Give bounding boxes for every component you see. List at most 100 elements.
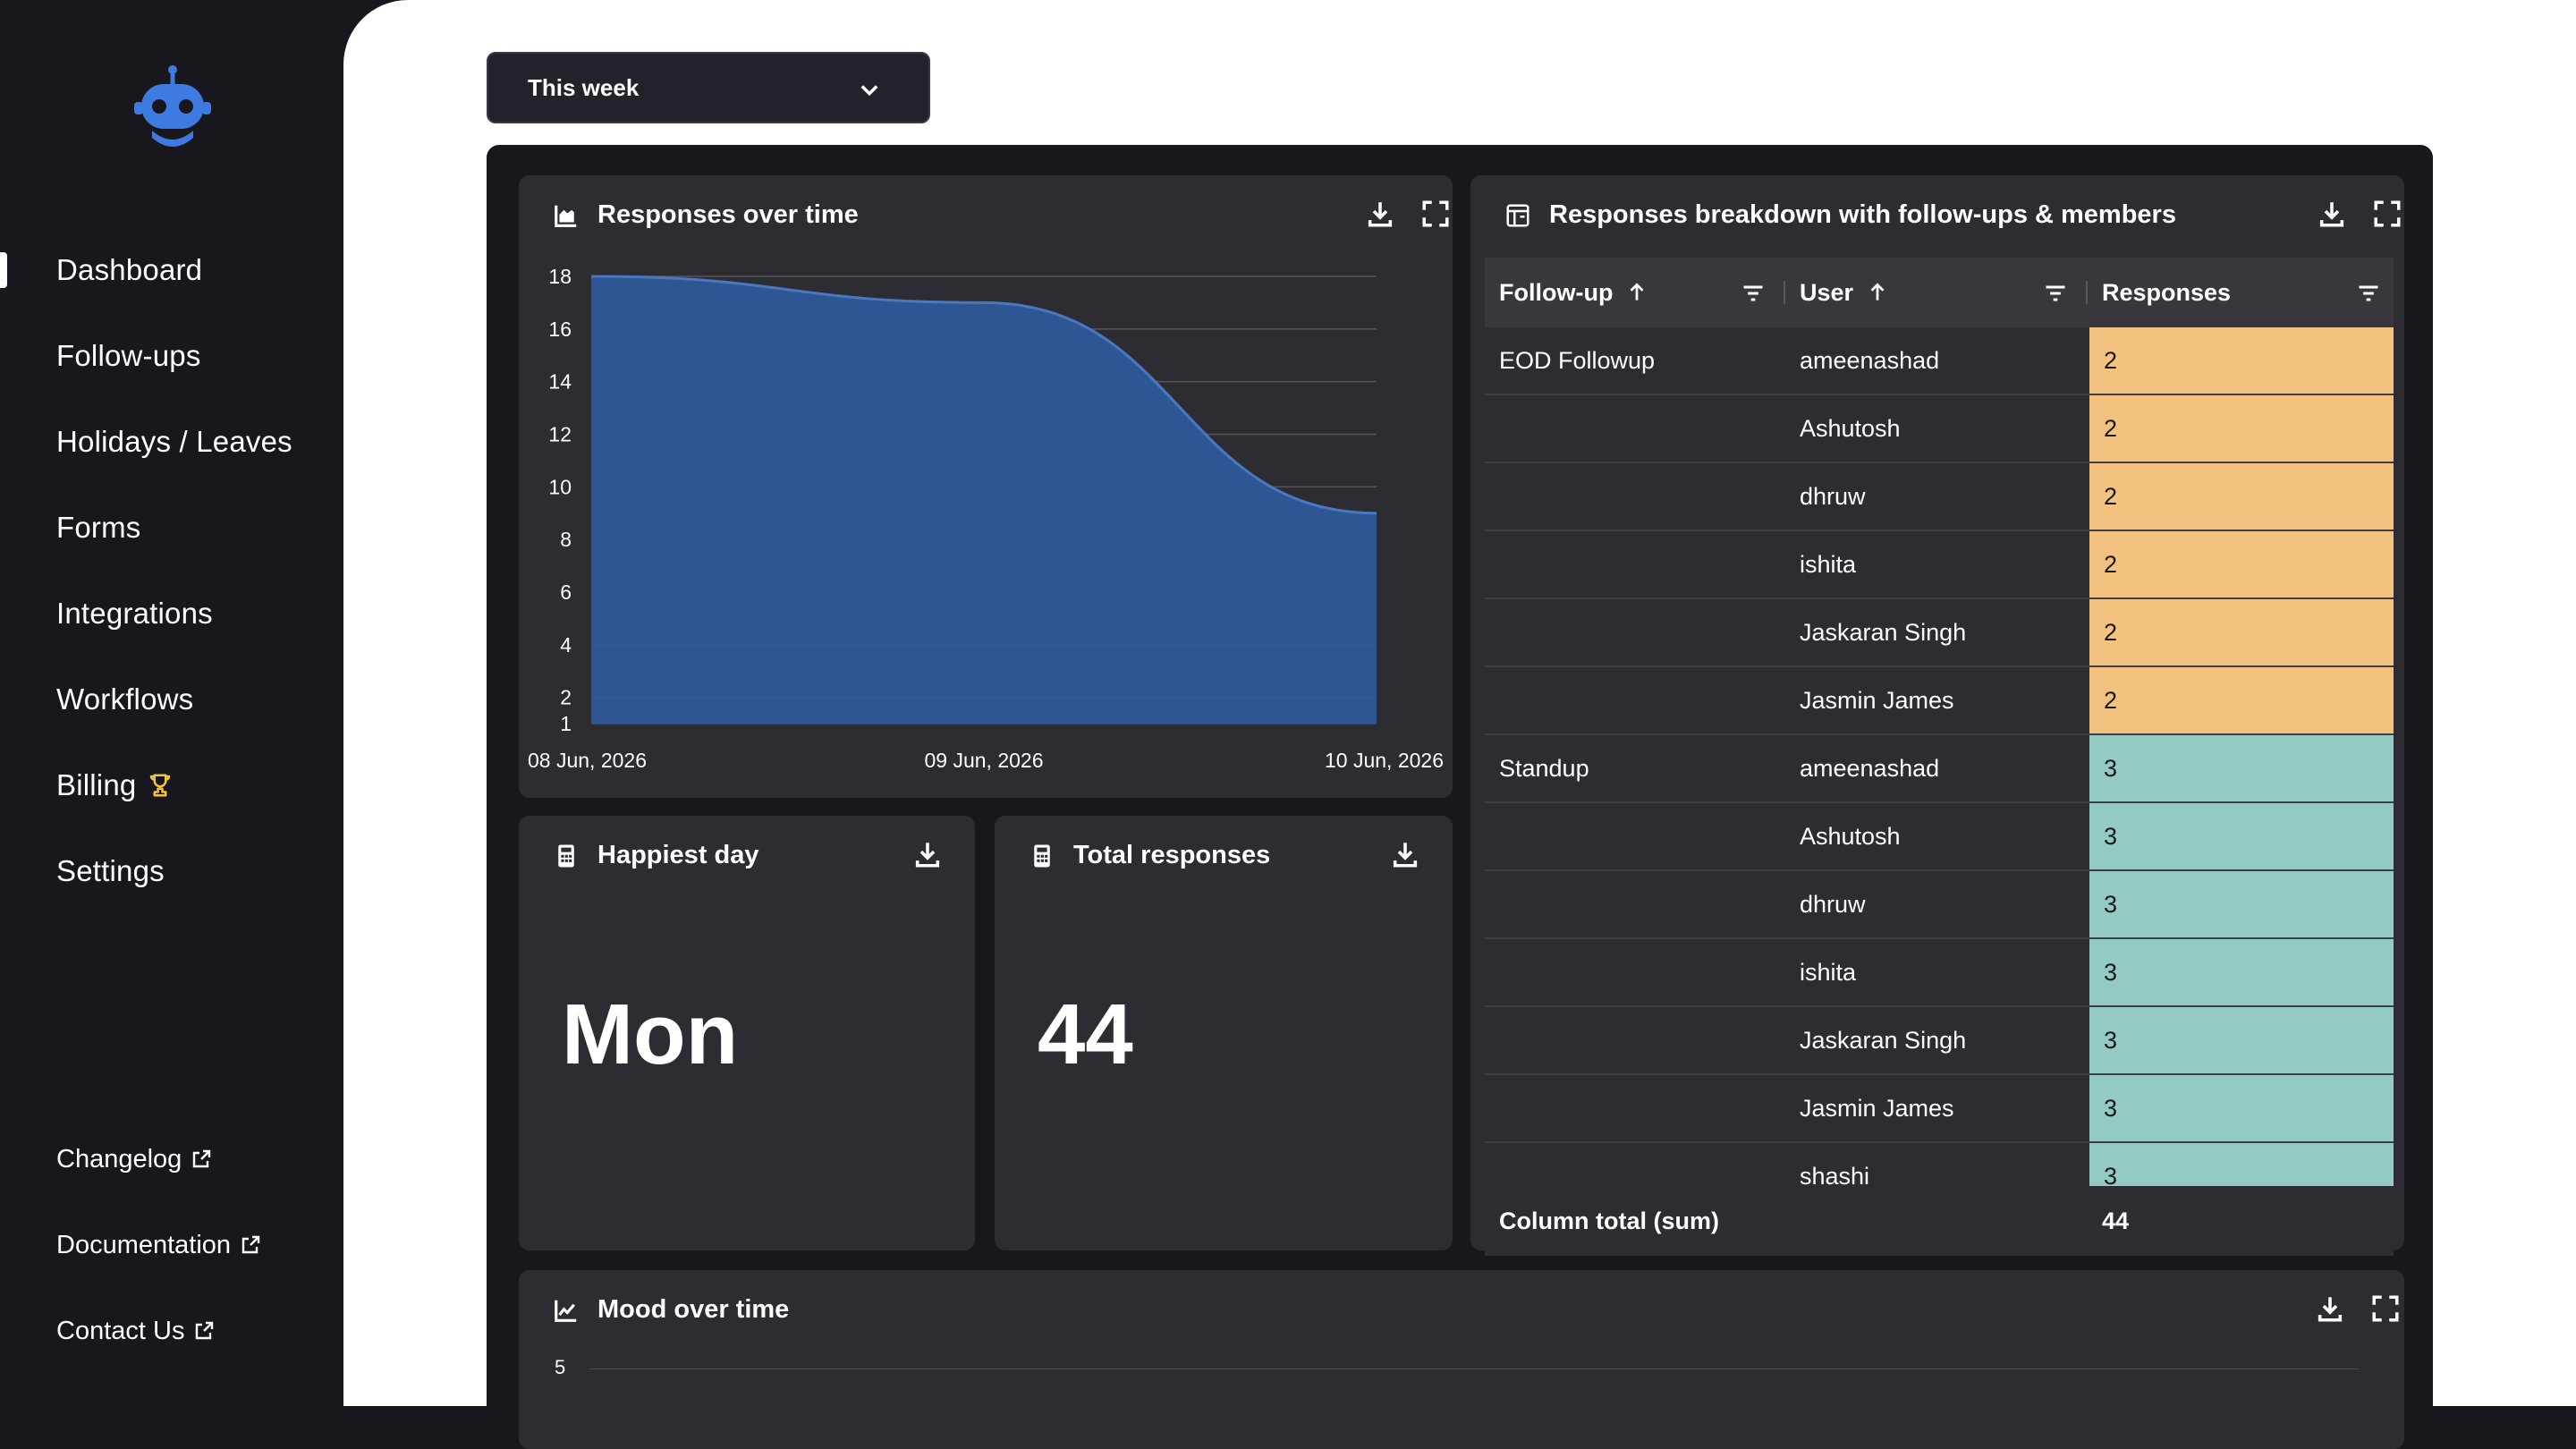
area-series <box>591 276 1377 724</box>
fullscreen-icon[interactable] <box>2370 1293 2401 1324</box>
follow-up-cell <box>1485 939 1785 1005</box>
calculator-icon <box>558 844 574 867</box>
table-body: EOD Followup ameenashad 2 Ashutosh 2 dhruw 2 is… <box>1485 327 2394 1186</box>
download-icon[interactable] <box>1365 199 1395 229</box>
user-cell: Ashutosh <box>1800 822 1901 850</box>
y-tick-label: 12 <box>548 422 572 445</box>
trophy-icon <box>150 774 171 797</box>
responses-cell: 2 <box>2088 531 2394 597</box>
table-row: Jasmin James 2 <box>1485 667 2394 735</box>
y-tick-label: 6 <box>560 580 572 604</box>
footer-label: Column total (sum) <box>1499 1207 1719 1234</box>
user-cell: Ashutosh <box>1800 414 1901 442</box>
y-tick-label: 14 <box>548 370 572 394</box>
responses-cell: 2 <box>2088 599 2394 665</box>
line-chart-icon <box>555 1300 577 1322</box>
column-header-user[interactable]: User <box>1785 258 2088 327</box>
external-link-icon <box>193 1149 211 1168</box>
table-icon <box>1506 204 1530 226</box>
user-cell: shashi <box>1800 1162 1870 1187</box>
sidebar-item-dashboard[interactable]: Dashboard <box>0 227 343 313</box>
sidebar-item-label: Integrations <box>56 597 213 630</box>
download-icon[interactable] <box>912 839 943 869</box>
user-cell: Jaskaran Singh <box>1800 1026 1967 1054</box>
sidebar-item-label: Settings <box>56 854 165 887</box>
documentation-link[interactable]: Documentation <box>0 1202 343 1288</box>
changelog-link[interactable]: Changelog <box>0 1116 343 1202</box>
table-row: Jasmin James 3 <box>1485 1075 2394 1143</box>
sidebar-item-billing[interactable]: Billing <box>0 742 343 828</box>
table-row: Jaskaran Singh 3 <box>1485 1007 2394 1075</box>
follow-up-cell <box>1485 463 1785 530</box>
main-content: This week Responses over time 18 16 14 12 10… <box>343 0 2576 1449</box>
happiest-day-card: Happiest day Mon <box>519 816 975 1250</box>
download-icon[interactable] <box>2317 199 2347 229</box>
fullscreen-icon[interactable] <box>1420 199 1451 229</box>
happiest-day-value: Mon <box>562 987 739 1082</box>
responses-cell: 3 <box>2088 871 2394 937</box>
responses-cell: 2 <box>2088 327 2394 394</box>
download-icon[interactable] <box>1390 839 1420 869</box>
table-row: Ashutosh 2 <box>1485 395 2394 463</box>
filter-icon[interactable] <box>2356 281 2381 306</box>
follow-up-cell <box>1485 667 1785 733</box>
column-separator[interactable] <box>1784 281 1785 304</box>
user-cell: ishita <box>1800 958 1857 986</box>
fullscreen-icon[interactable] <box>2372 199 2402 229</box>
follow-up-cell <box>1485 1007 1785 1073</box>
sidebar-item-label: Forms <box>56 511 141 544</box>
sidebar-item-follow-ups[interactable]: Follow-ups <box>0 313 343 399</box>
footer-total: 44 <box>2102 1207 2130 1234</box>
follow-up-cell <box>1485 599 1785 665</box>
column-header-responses[interactable]: Responses <box>2088 258 2394 327</box>
sidebar-item-label: Follow-ups <box>56 339 201 372</box>
responses-area-chart: 18 16 14 12 10 8 6 4 2 1 08 Jun, 2026 09 Jun, 2026 1… <box>528 265 1444 772</box>
x-tick-label: 10 Jun, 2026 <box>1325 749 1444 772</box>
filter-icon[interactable] <box>1741 281 1766 306</box>
filter-icon[interactable] <box>2043 281 2068 306</box>
follow-up-cell: Standup <box>1499 754 1589 782</box>
total-responses-card: Total responses 44 <box>995 816 1453 1250</box>
responses-over-time-card: Responses over time 18 16 14 12 10 8 6 4 2 1 08 Ju… <box>519 175 1453 798</box>
download-icon[interactable] <box>2315 1293 2345 1324</box>
responses-breakdown-card: Responses breakdown with follow-ups & me… <box>1470 175 2404 1256</box>
follow-up-cell <box>1485 1143 1785 1186</box>
sidebar-nav: Dashboard Follow-ups Holidays / Leaves F… <box>0 227 343 914</box>
user-cell: dhruw <box>1800 890 1866 918</box>
column-label: Responses <box>2102 278 2232 306</box>
column-header-follow-up[interactable]: Follow-up <box>1485 258 1785 327</box>
responses-cell: 3 <box>2088 1007 2394 1073</box>
column-label: User <box>1800 278 1854 306</box>
link-label: Contact Us <box>56 1316 185 1345</box>
contact-us-link[interactable]: Contact Us <box>0 1288 343 1374</box>
column-label: Follow-up <box>1499 278 1614 306</box>
follow-up-cell: EOD Followup <box>1499 346 1656 374</box>
link-label: Changelog <box>56 1144 182 1174</box>
sort-asc-icon[interactable] <box>1625 281 1648 304</box>
y-tick-label: 4 <box>560 633 572 657</box>
user-cell: ishita <box>1800 550 1857 578</box>
sidebar-item-workflows[interactable]: Workflows <box>0 657 343 742</box>
sort-asc-icon[interactable] <box>1866 281 1889 304</box>
table-row: dhruw 3 <box>1485 871 2394 939</box>
card-title: Responses over time <box>597 200 859 229</box>
y-tick-label: 16 <box>548 318 572 341</box>
y-tick-label: 2 <box>560 686 572 709</box>
sidebar-item-holidays-leaves[interactable]: Holidays / Leaves <box>0 399 343 485</box>
column-separator[interactable] <box>2086 281 2088 304</box>
card-title: Total responses <box>1073 841 1271 869</box>
x-tick-label: 08 Jun, 2026 <box>528 749 647 772</box>
sidebar-item-settings[interactable]: Settings <box>0 828 343 914</box>
user-cell: Jasmin James <box>1800 686 1954 714</box>
table-row: Standup ameenashad 3 <box>1485 735 2394 803</box>
card-title: Happiest day <box>597 841 759 869</box>
robot-logo-icon <box>134 65 211 147</box>
sidebar-item-integrations[interactable]: Integrations <box>0 571 343 657</box>
responses-cell: 2 <box>2088 395 2394 462</box>
sidebar-item-label: Workflows <box>56 682 194 716</box>
responses-cell: 3 <box>2088 939 2394 1005</box>
follow-up-cell <box>1485 871 1785 937</box>
date-range-select[interactable]: This week <box>487 52 930 123</box>
sidebar-item-forms[interactable]: Forms <box>0 485 343 571</box>
total-responses-value: 44 <box>1038 987 1133 1082</box>
